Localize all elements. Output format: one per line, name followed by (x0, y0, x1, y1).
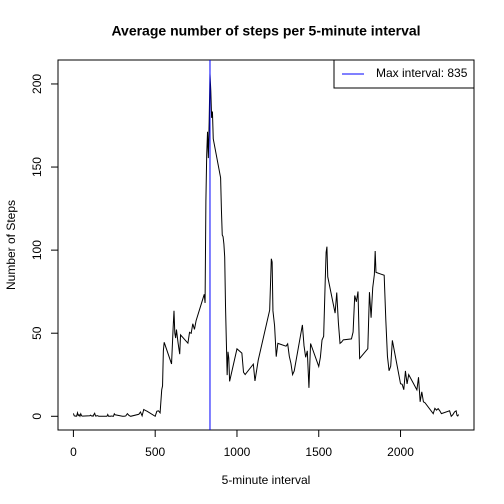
plot-box (57, 59, 475, 431)
x-tick-label: 2000 (387, 445, 414, 459)
y-tick-label: 0 (30, 413, 44, 420)
y-axis-label: Number of Steps (4, 200, 18, 290)
y-tick-label: 100 (30, 240, 44, 260)
y-tick-label: 50 (30, 326, 44, 340)
y-tick-label: 150 (30, 157, 44, 177)
x-tick-label: 500 (145, 445, 165, 459)
x-tick-label: 0 (70, 445, 77, 459)
y-tick-label: 200 (30, 74, 44, 94)
x-tick-label: 1500 (305, 445, 332, 459)
x-axis-label: 5-minute interval (222, 473, 311, 487)
legend-label: Max interval: 835 (376, 66, 468, 80)
x-tick-label: 1000 (224, 445, 251, 459)
data-line (72, 73, 460, 418)
chart-title: Average number of steps per 5-minute int… (111, 23, 420, 39)
